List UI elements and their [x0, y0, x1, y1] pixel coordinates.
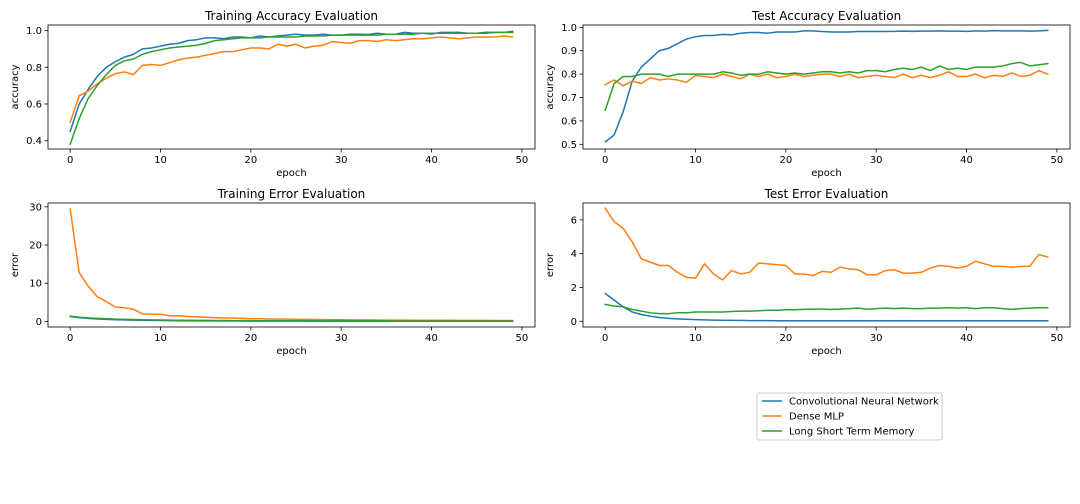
series-line-dense-mlp-test-error: [604, 207, 1049, 281]
x-tick-label-test-error: 0: [602, 333, 608, 344]
x-axis-label-training-accuracy: epoch: [276, 168, 306, 179]
y-tick-label-test-accuracy: 0.7: [561, 93, 577, 104]
x-tick-label-test-error: 50: [1051, 333, 1064, 344]
series-group-training-accuracy: [69, 30, 514, 146]
y-tick-label-training-error: 30: [29, 202, 42, 213]
y-tick-label-training-accuracy: 0.4: [26, 136, 42, 147]
legend: Convolutional Neural Network Dense MLP L…: [756, 392, 943, 441]
chart-panel-test-accuracy: Test Accuracy Evaluation 0 10 20 30 40 50 0.5 0.…: [545, 9, 1071, 179]
chart-panel-training-error: Training Error Evaluation 0 10 20 30 40 50 0 10 2…: [10, 187, 536, 357]
y-tick-label-test-error: 6: [571, 215, 577, 226]
x-tick-label-training-accuracy: 20: [244, 155, 257, 166]
legend-label-lstm: Long Short Term Memory: [789, 427, 915, 438]
y-tick-label-test-accuracy: 1.0: [561, 23, 577, 34]
x-tick-label-training-accuracy: 30: [335, 155, 348, 166]
y-tick-label-test-error: 4: [571, 249, 577, 260]
series-line-lstm-test-accuracy: [604, 61, 1049, 112]
y-tick-label-test-accuracy: 0.6: [561, 116, 577, 127]
x-axis-label-test-accuracy: epoch: [811, 168, 841, 179]
chart-panel-test-error: Test Error Evaluation 0 10 20 30 40 50 0 2 4 6 epoc…: [545, 187, 1071, 357]
x-tick-label-training-error: 20: [244, 333, 257, 344]
chart-title-test-accuracy: Test Accuracy Evaluation: [751, 9, 901, 23]
x-tick-label-test-accuracy: 40: [960, 155, 973, 166]
x-tick-label-test-error: 10: [689, 333, 702, 344]
x-axis-label-training-error: epoch: [276, 346, 306, 357]
plot-frame-training-error: [47, 202, 536, 328]
legend-label-dense-mlp: Dense MLP: [789, 412, 844, 423]
series-line-cnn-test-accuracy: [604, 29, 1049, 143]
y-tick-label-test-accuracy: 0.8: [561, 70, 577, 81]
x-tick-label-test-error: 40: [960, 333, 973, 344]
series-line-lstm-test-error: [604, 303, 1049, 315]
plot-frame-test-error: [582, 202, 1071, 328]
x-tick-label-test-accuracy: 10: [689, 155, 702, 166]
series-line-dense-mlp-training-error: [69, 207, 514, 322]
x-tick-label-training-accuracy: 0: [67, 155, 73, 166]
series-line-dense-mlp-test-accuracy: [604, 69, 1049, 87]
chart-title-training-accuracy: Training Accuracy Evaluation: [204, 9, 378, 23]
x-tick-label-training-accuracy: 10: [154, 155, 167, 166]
chart-panel-training-accuracy: Training Accuracy Evaluation 0 10 20 30 40 50 0…: [10, 9, 536, 179]
y-tick-label-training-error: 0: [36, 317, 42, 328]
x-tick-label-test-accuracy: 50: [1051, 155, 1064, 166]
plot-frame-test-accuracy: [582, 24, 1071, 150]
series-line-dense-mlp-training-accuracy: [69, 35, 514, 124]
series-line-lstm-training-error: [69, 315, 514, 322]
y-tick-label-test-accuracy: 0.9: [561, 46, 577, 57]
x-axis-label-test-error: epoch: [811, 346, 841, 357]
x-tick-label-test-error: 30: [870, 333, 883, 344]
x-tick-label-training-accuracy: 50: [516, 155, 529, 166]
x-tick-label-training-accuracy: 40: [425, 155, 438, 166]
y-tick-label-training-accuracy: 0.8: [26, 63, 42, 74]
y-tick-label-training-error: 10: [29, 279, 42, 290]
x-tick-label-test-accuracy: 20: [779, 155, 792, 166]
x-tick-label-test-error: 20: [779, 333, 792, 344]
plot-frame-training-accuracy: [47, 24, 536, 150]
x-tick-label-training-error: 30: [335, 333, 348, 344]
y-axis-label-training-accuracy: accuracy: [10, 64, 21, 109]
series-line-cnn-training-accuracy: [69, 30, 514, 133]
y-axis-label-training-error: error: [10, 252, 21, 277]
y-tick-label-test-error: 0: [571, 317, 577, 328]
y-axis-label-test-error: error: [545, 252, 556, 277]
series-group-test-accuracy: [604, 29, 1049, 143]
legend-label-cnn: Convolutional Neural Network: [789, 397, 939, 408]
x-tick-label-training-error: 0: [67, 333, 73, 344]
x-tick-label-training-error: 10: [154, 333, 167, 344]
series-group-training-error: [69, 207, 514, 323]
chart-title-training-error: Training Error Evaluation: [217, 187, 366, 201]
legend-frame: [756, 392, 943, 441]
chart-title-test-error: Test Error Evaluation: [764, 187, 889, 201]
series-line-lstm-training-accuracy: [69, 31, 514, 146]
x-tick-label-training-error: 50: [516, 333, 529, 344]
y-tick-label-test-accuracy: 0.5: [561, 140, 577, 151]
x-tick-label-test-accuracy: 30: [870, 155, 883, 166]
series-line-cnn-test-error: [604, 292, 1049, 322]
y-tick-label-training-accuracy: 1.0: [26, 26, 42, 37]
y-axis-label-test-accuracy: accuracy: [545, 64, 556, 109]
y-tick-label-test-error: 2: [571, 283, 577, 294]
series-group-test-error: [604, 207, 1049, 322]
y-tick-label-training-error: 20: [29, 241, 42, 252]
x-tick-label-training-error: 40: [425, 333, 438, 344]
x-tick-label-test-accuracy: 0: [602, 155, 608, 166]
y-tick-label-training-accuracy: 0.6: [26, 99, 42, 110]
